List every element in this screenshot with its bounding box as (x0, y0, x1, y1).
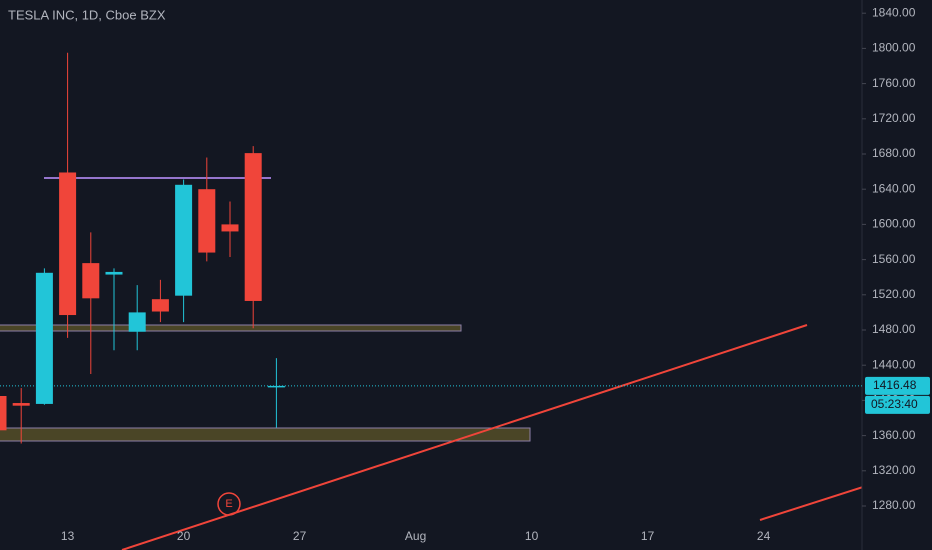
countdown-badge (865, 395, 930, 414)
y-tick-label: 1560.00 (872, 252, 916, 266)
support-zone (0, 427, 531, 442)
y-tick-label: 1680.00 (872, 146, 916, 160)
x-tick-label: 27 (293, 529, 307, 543)
y-tick-label: 1480.00 (872, 322, 916, 336)
candle-body (82, 263, 100, 299)
y-tick-label: 1320.00 (872, 463, 916, 477)
support-zone (0, 324, 462, 332)
y-tick-label: 1800.00 (872, 41, 916, 55)
candle-body (12, 403, 30, 406)
x-tick-label: 20 (177, 529, 191, 543)
x-tick-label: 10 (525, 529, 539, 543)
y-tick-label: 1280.00 (872, 498, 916, 512)
earnings-marker[interactable] (217, 492, 241, 516)
y-tick-label: 1360.00 (872, 428, 916, 442)
candle-body (151, 299, 169, 312)
x-tick-label: 17 (641, 529, 655, 543)
x-tick-label: 24 (757, 529, 771, 543)
chart-title: TESLA INC, 1D, Cboe BZX (8, 7, 166, 22)
candle-body (128, 312, 146, 332)
candle-body (59, 172, 77, 316)
candle-body (0, 396, 7, 431)
candle-body (244, 153, 262, 301)
candle-body (198, 189, 216, 253)
y-tick-label: 1600.00 (872, 217, 916, 231)
y-tick-label: 1760.00 (872, 76, 916, 90)
last-price-badge (865, 376, 930, 395)
earnings-marker-label: E (225, 498, 232, 510)
y-tick-label: 1440.00 (872, 357, 916, 371)
candle-body (105, 271, 123, 275)
y-tick-label: 1520.00 (872, 287, 916, 301)
candle-body (35, 272, 53, 404)
candle-body (267, 385, 285, 388)
last-price-label: 1416.48 (873, 378, 917, 392)
countdown-label: 05:23:40 (871, 397, 918, 411)
candle-body (221, 224, 239, 232)
x-tick-label: 13 (61, 529, 75, 543)
candle-body (175, 184, 193, 296)
x-tick-label: Aug (405, 529, 426, 543)
candles (0, 52, 285, 444)
trend-line (759, 486, 862, 521)
y-tick-label: 1720.00 (872, 111, 916, 125)
y-tick-label: 1840.00 (872, 5, 916, 19)
y-tick-label: 1640.00 (872, 181, 916, 195)
